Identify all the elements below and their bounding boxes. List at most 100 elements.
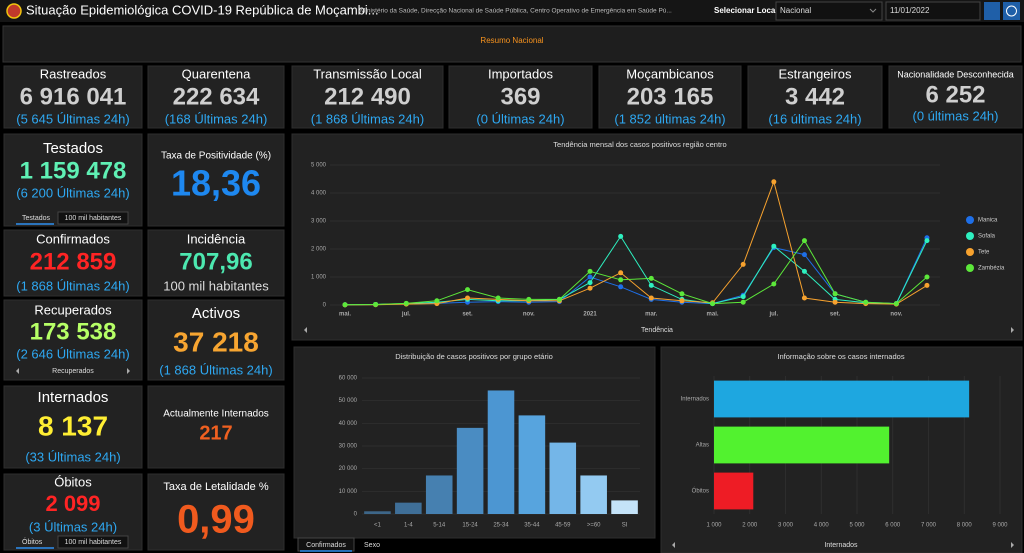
data-point (801, 268, 807, 274)
y-tick-label: 10 000 (339, 489, 358, 495)
nav-left[interactable] (304, 327, 307, 333)
x-tick-label: 7 000 (921, 523, 937, 529)
location-dropdown[interactable] (775, 1, 883, 21)
legend-label: Tete (978, 250, 990, 256)
x-tick-label: 1 000 (706, 523, 722, 529)
card-subtext: (1 868 Últimas 24h) (16, 278, 129, 293)
x-tick-label: SI (622, 523, 628, 529)
chart-tab[interactable]: Confirmados (306, 542, 346, 549)
card-value: 6 916 041 (20, 83, 127, 110)
clock-icon (1006, 5, 1017, 17)
card-value: 369 (500, 83, 540, 110)
data-point (740, 294, 746, 300)
x-tick-label: 2021 (583, 312, 597, 318)
x-tick-label: 8 000 (957, 523, 973, 529)
card-tab[interactable]: 100 mil habitantes (65, 215, 122, 222)
tab-box[interactable] (57, 211, 129, 225)
x-tick-label: mar. (645, 312, 658, 318)
history-button[interactable] (1003, 2, 1020, 20)
card-title: Actualmente Internados (163, 409, 269, 420)
card-value: 3 442 (785, 83, 845, 110)
nav-right[interactable] (1011, 327, 1014, 333)
x-tick-label: 3 000 (778, 523, 794, 529)
legend-swatch (966, 248, 974, 256)
card-value: 0,99 (177, 498, 255, 542)
data-point (648, 282, 654, 288)
select-label: Selecionar Local (714, 6, 778, 15)
card-subtext: (2 646 Últimas 24h) (16, 346, 129, 361)
date-value[interactable]: 11/01/2022 (890, 6, 930, 15)
bar (714, 380, 970, 418)
card-tab[interactable]: Óbitos (22, 537, 43, 546)
card-value: 173 538 (30, 318, 117, 345)
data-point (832, 291, 838, 297)
card-title: Nacionalidade Desconhecida (897, 69, 1014, 79)
y-tick-label: 50 000 (339, 398, 358, 404)
nav-right[interactable] (127, 368, 130, 374)
panel (448, 65, 593, 129)
x-tick-label: 1-4 (404, 523, 413, 529)
card-subtext: (6 200 Últimas 24h) (16, 185, 129, 200)
y-tick-label: 0 (354, 512, 358, 518)
series-line (344, 235, 928, 306)
data-point (618, 277, 624, 283)
x-tick-label: 6 000 (885, 523, 901, 529)
chart-tab[interactable]: Sexo (364, 542, 380, 549)
tab-box[interactable] (57, 535, 129, 549)
y-tick-label: 40 000 (339, 421, 358, 427)
chart-footer[interactable]: Tendência (641, 327, 673, 334)
y-tick-label: 1 000 (311, 275, 327, 281)
header-bar (0, 0, 1024, 22)
card-title: Moçambicanos (626, 66, 714, 81)
bar (580, 475, 607, 514)
panel (888, 65, 1023, 129)
nav-left[interactable] (16, 368, 19, 374)
data-point (710, 301, 716, 307)
bar (395, 502, 422, 514)
legend-label: Zambézia (978, 266, 1005, 272)
panel (598, 65, 742, 129)
legend-label: Manica (978, 218, 998, 224)
data-point (587, 268, 593, 274)
x-tick-label: 4 000 (814, 523, 830, 529)
calendar-button[interactable] (984, 2, 1000, 20)
data-point (924, 282, 930, 288)
panel (147, 133, 285, 227)
legend-label: Sofala (978, 234, 996, 240)
panel (291, 133, 1023, 341)
panel (3, 385, 143, 469)
x-tick-label: 25-34 (493, 523, 509, 529)
app-title: Situação Epidemiológica COVID-19 Repúbli… (26, 2, 379, 17)
chart-footer[interactable]: Internados (824, 542, 858, 549)
card-tab[interactable]: 100 mil habitantes (65, 539, 122, 546)
y-tick-label: 4 000 (311, 191, 327, 197)
data-point (587, 280, 593, 286)
card-value: 18,36 (171, 163, 261, 204)
x-tick-label: jul. (401, 312, 411, 318)
card-subtext: (1 852 últimas 24h) (614, 111, 725, 126)
nav-left[interactable] (672, 542, 675, 548)
card-value: 6 252 (925, 81, 985, 108)
bar (364, 511, 391, 514)
data-point (801, 295, 807, 301)
location-value[interactable]: Nacional (780, 6, 811, 15)
card-title: Óbitos (54, 474, 92, 489)
panel (3, 229, 143, 297)
data-point (740, 299, 746, 305)
card-title: Incidência (187, 231, 246, 246)
card-subtext: (0 Últimas 24h) (476, 111, 564, 126)
x-tick-label: set. (462, 312, 473, 318)
card-title: Internados (38, 389, 109, 406)
series-line (344, 239, 928, 306)
date-input[interactable] (885, 1, 981, 21)
legend-swatch (966, 216, 974, 224)
data-point (893, 301, 899, 307)
x-tick-label: mai. (339, 312, 351, 318)
x-tick-label: mai. (707, 312, 719, 318)
x-tick-label: 45-59 (555, 523, 571, 529)
data-point (587, 285, 593, 291)
nav-right[interactable] (1011, 542, 1014, 548)
card-tab[interactable]: Testados (22, 215, 51, 222)
panel (747, 65, 883, 129)
y-tick-label: 2 000 (311, 247, 327, 253)
